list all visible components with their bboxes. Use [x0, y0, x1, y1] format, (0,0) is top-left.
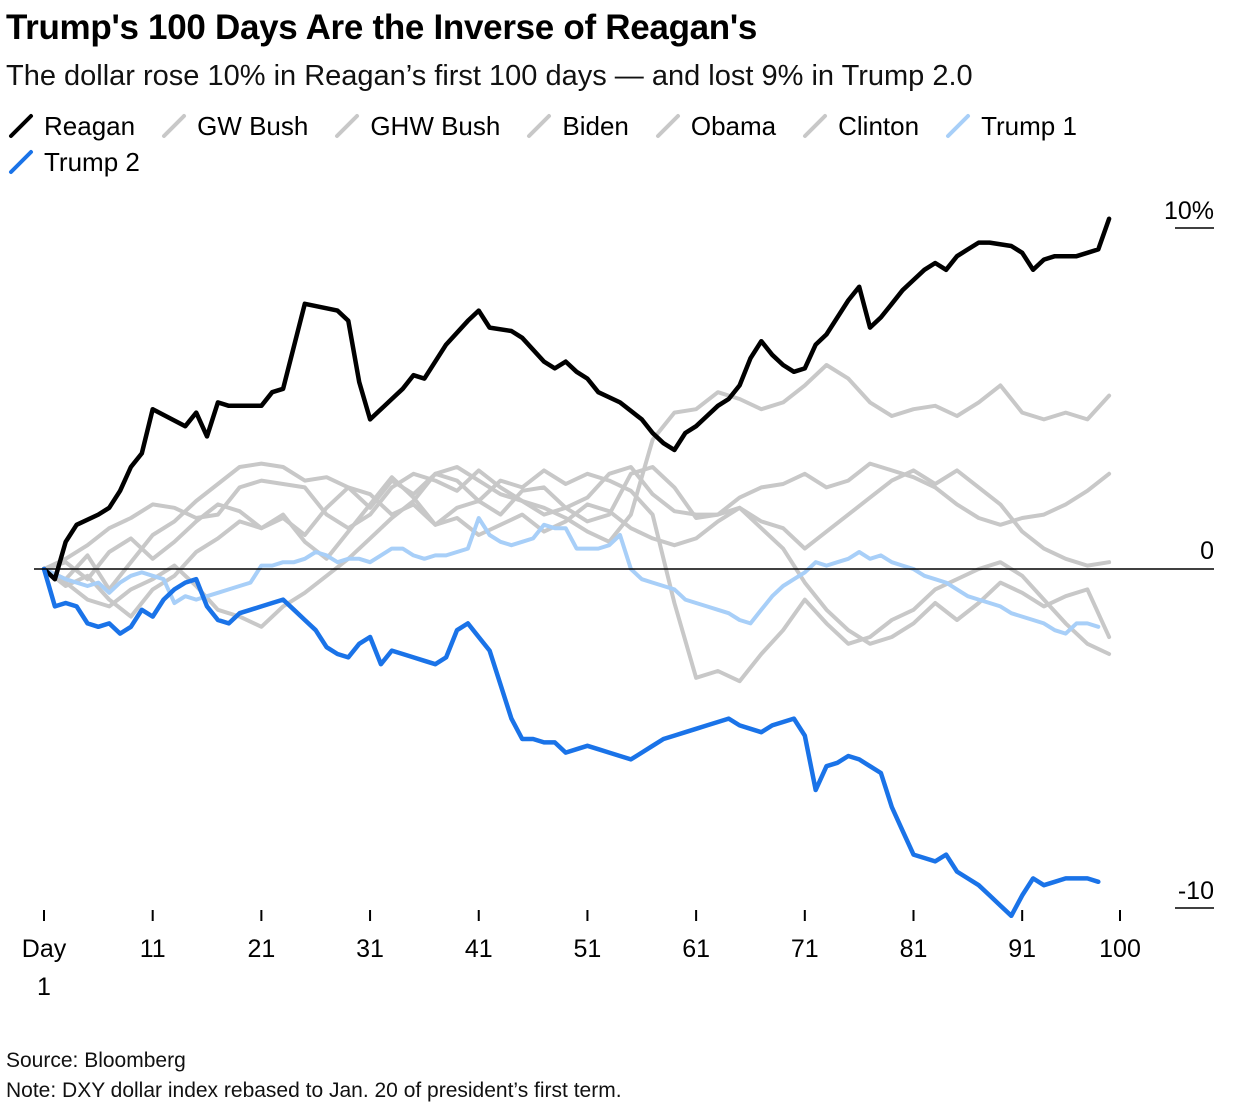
legend-swatch-gw-bush [162, 114, 187, 138]
series-line-clinton [42, 485, 1112, 646]
legend-label-trump-1: Trump 1 [981, 111, 1077, 141]
source-note: Source: Bloomberg [6, 1049, 186, 1072]
legend-label-clinton: Clinton [838, 111, 920, 141]
legend-swatch-trump-2 [9, 150, 33, 174]
legend-swatch-biden [527, 114, 552, 138]
legend-item-ghw-bush: GHW Bush [334, 110, 500, 142]
legend-label-ghw-bush: GHW Bush [370, 111, 501, 141]
y-tick-label-10: -10 [1178, 877, 1214, 905]
legend-item-reagan: Reagan [8, 110, 135, 142]
chart-subtitle: The dollar rose 10% in Reagan’s first 10… [6, 60, 973, 92]
legend-swatch-trump-1 [946, 114, 971, 138]
series-layer [41, 216, 1112, 919]
y-tick-label-10: 10% [1164, 197, 1214, 225]
x-tick-label-11: 11 [140, 935, 166, 963]
series-line-reagan [41, 216, 1112, 582]
legend-swatch-reagan [9, 114, 33, 138]
x-tick-label-61: 61 [682, 935, 710, 963]
x-tick-label-71: 71 [791, 935, 819, 963]
legend-label-reagan: Reagan [44, 111, 136, 141]
legend-item-obama: Obama [655, 110, 776, 142]
x-tick-label-91: 91 [1008, 935, 1036, 963]
legend-label-trump-2: Trump 2 [44, 147, 140, 177]
series-line-trump-2 [41, 566, 1101, 919]
x-tick-label-1: Day [22, 935, 67, 963]
legend-label-obama: Obama [690, 111, 777, 141]
x-tick-label-31: 31 [356, 935, 384, 963]
legend-item-clinton: Clinton [802, 110, 919, 142]
x-tick-label-1-line2: 1 [37, 973, 51, 1001]
x-tick-label-41: 41 [465, 935, 493, 963]
series-line-obama [42, 468, 1112, 684]
legend-label-gw-bush: GW Bush [197, 111, 309, 141]
legend-item-trump-2: Trump 2 [8, 146, 140, 178]
legend-label-biden: Biden [562, 111, 629, 141]
footnote: Note: DXY dollar index rebased to Jan. 2… [6, 1079, 622, 1102]
chart-title: Trump's 100 Days Are the Inverse of Reag… [6, 8, 758, 47]
legend-item-biden: Biden [526, 110, 629, 142]
legend: Reagan GW Bush GHW Bush Biden Obama Clinton Tr… [8, 110, 1208, 178]
x-tick-label-100: 100 [1099, 935, 1141, 963]
legend-swatch-clinton [803, 114, 828, 138]
series-line-biden [42, 363, 1112, 571]
x-tick-label-81: 81 [900, 935, 928, 963]
legend-swatch-ghw-bush [335, 114, 360, 138]
legend-item-gw-bush: GW Bush [161, 110, 308, 142]
x-tick-label-51: 51 [574, 935, 602, 963]
legend-item-trump-1: Trump 1 [945, 110, 1077, 142]
y-tick-label-0: 0 [1200, 537, 1214, 565]
legend-swatch-obama [655, 114, 680, 138]
x-tick-label-21: 21 [247, 935, 275, 963]
series-line-gw-bush [42, 461, 1112, 592]
series-line-trump-1 [42, 516, 1101, 636]
